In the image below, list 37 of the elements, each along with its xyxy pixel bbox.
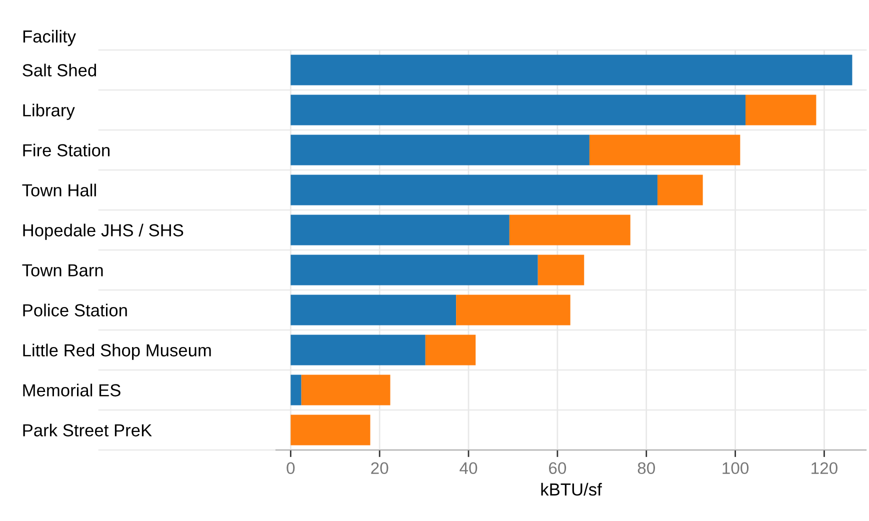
bar (657, 174, 703, 206)
y-tick-label: Little Red Shop Museum (23, 344, 211, 360)
y-tick-label: Memorial ES (23, 384, 120, 396)
bar (290, 214, 510, 246)
x-axis-title: kBTU/sf (541, 482, 602, 496)
x-tick-label: 80 (638, 462, 655, 474)
bar (290, 174, 658, 206)
bar (746, 94, 816, 126)
bar (509, 214, 630, 246)
y-tick-label: Police Station (23, 304, 127, 316)
bar (290, 134, 590, 166)
bar (456, 294, 570, 326)
bar (290, 254, 538, 286)
bar (301, 374, 390, 406)
bar (425, 334, 476, 366)
x-tick-label: 20 (371, 462, 388, 474)
x-tick-label: 40 (460, 462, 478, 474)
bar (589, 134, 740, 166)
x-tick-label: 120 (812, 462, 838, 474)
bar (290, 414, 370, 446)
bar (538, 254, 584, 286)
y-tick-label: Salt Shed (22, 64, 96, 76)
y-tick-label: Library (23, 104, 75, 120)
y-axis-title: Facility (23, 30, 76, 46)
bar (290, 334, 426, 366)
bar (290, 54, 852, 86)
y-tick-label: Town Barn (22, 264, 103, 276)
bar (290, 294, 456, 326)
y-tick-label: Fire Station (23, 144, 110, 156)
y-tick-label: Hopedale JHS / SHS (23, 224, 184, 240)
bar (290, 94, 746, 126)
y-tick-label: Park Street PreK (23, 424, 152, 436)
y-tick-label: Town Hall (22, 184, 96, 196)
bar (290, 374, 302, 406)
x-tick-label: 0 (286, 462, 295, 474)
x-tick-label: 100 (722, 462, 749, 474)
x-tick-label: 60 (549, 462, 566, 474)
